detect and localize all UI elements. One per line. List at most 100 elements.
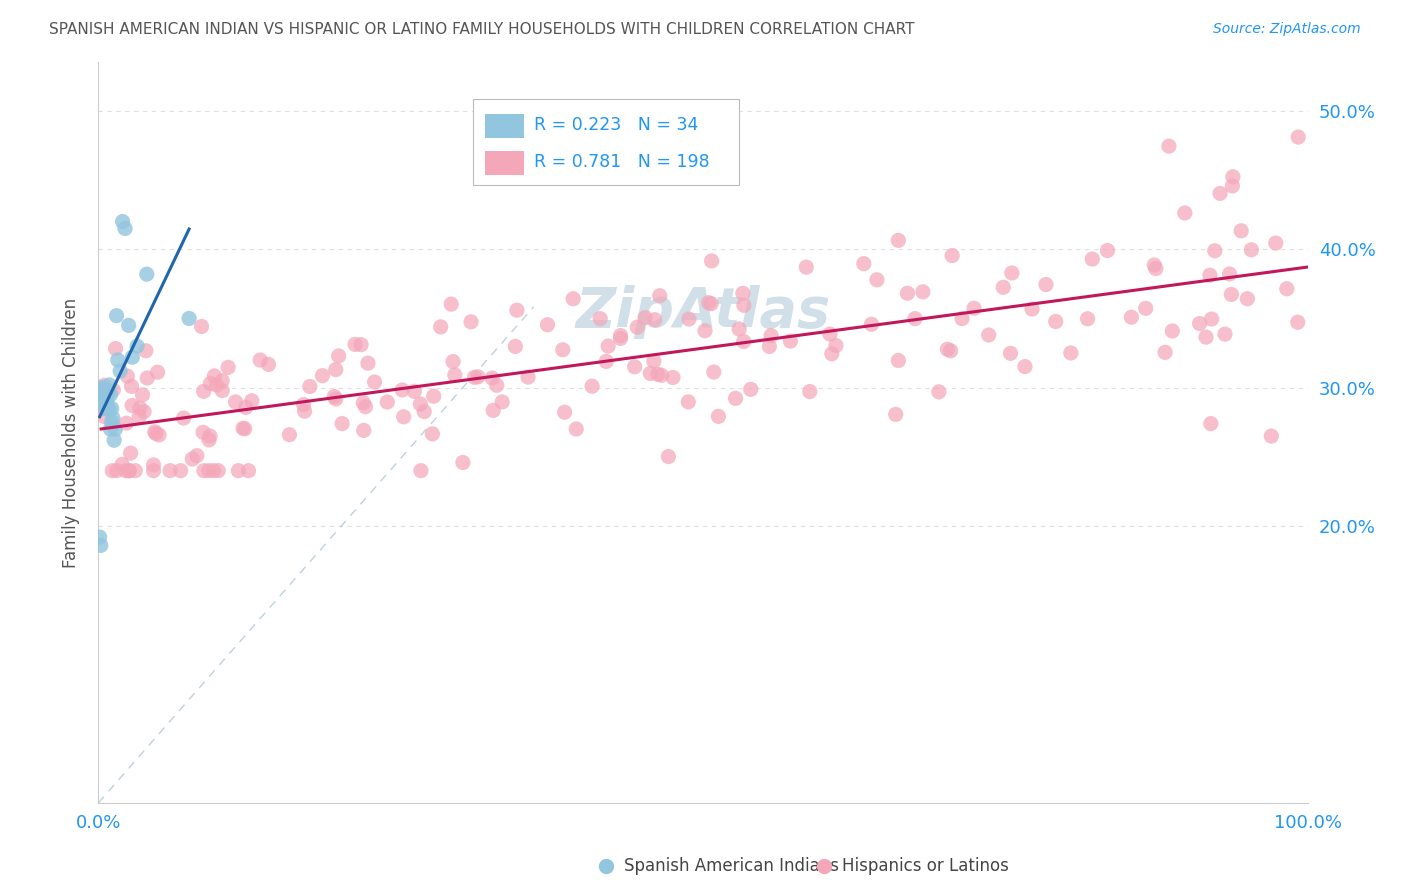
Point [409,464,432,478]
Point [96,397,118,411]
Point [120,446,142,460]
Point [609,328,631,343]
Point [693,324,716,338]
Point [562,292,585,306]
Point [491,395,513,409]
Point [825,338,848,352]
Point [731,286,754,301]
Point [344,337,367,351]
Point [936,343,959,357]
Point [941,249,963,263]
Point [148,428,170,442]
Point [422,426,444,441]
Point [91,397,114,411]
Point [1260,429,1282,443]
Point [1077,311,1099,326]
Point [159,464,181,478]
Point [1001,266,1024,280]
Point [100,422,122,436]
Point [1201,312,1223,326]
Point [1222,178,1244,193]
Point [135,343,157,358]
Point [1045,314,1067,328]
Point [1000,346,1022,360]
Point [1204,244,1226,258]
Point [101,411,124,425]
Point [90,381,112,395]
Point [93,401,115,416]
Point [202,464,225,478]
Point [104,342,127,356]
Point [325,362,347,376]
Point [257,358,280,372]
Point [278,427,301,442]
Point [121,399,143,413]
Point [1144,261,1167,276]
Point [887,233,910,247]
Point [170,464,193,478]
Point [94,401,117,416]
Point [1275,282,1298,296]
FancyBboxPatch shape [485,114,524,138]
Point [650,368,672,383]
Point [353,424,375,438]
Point [818,326,841,341]
Point [678,312,700,326]
Point [887,353,910,368]
Point [657,450,679,464]
Point [375,395,398,409]
Point [1236,292,1258,306]
Point [1081,252,1104,266]
Point [1154,345,1177,359]
Point [323,390,346,404]
Point [228,464,250,478]
Point [697,295,720,310]
Point [352,395,374,409]
Point [97,384,120,399]
Point [114,221,136,235]
Point [1143,258,1166,272]
Point [703,365,725,379]
Point [728,322,751,336]
Point [977,328,1000,343]
Point [200,376,222,391]
Point [128,401,150,416]
Point [884,408,907,422]
Text: Hispanics or Latinos: Hispanics or Latinos [842,856,1010,875]
Point [443,368,465,382]
Point [1035,277,1057,292]
Point [235,401,257,415]
Point [124,464,146,478]
Point [866,273,889,287]
Point [481,371,503,385]
Point [202,368,225,383]
Point [1286,130,1309,145]
Point [350,337,373,351]
Point [145,426,167,441]
Point [595,354,617,368]
Point [391,383,413,397]
Point [96,392,118,406]
Point [451,455,474,469]
Point [441,354,464,368]
Point [211,374,233,388]
Point [733,298,755,312]
Point [173,411,195,425]
Point [363,375,385,389]
Point [330,417,353,431]
Point [105,309,128,323]
Point [225,395,247,409]
Point [1097,244,1119,258]
Point [142,464,165,478]
Point [1135,301,1157,316]
Point [648,289,671,303]
Point [1060,346,1083,360]
Point [662,370,685,384]
Point [207,464,229,478]
Point [963,301,986,316]
Point [101,464,124,478]
Point [609,331,631,345]
Point [517,370,540,384]
Text: ZipAtlas: ZipAtlas [575,285,831,339]
Point [111,458,134,472]
